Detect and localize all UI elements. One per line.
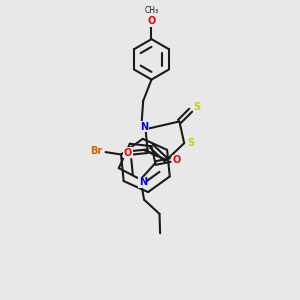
Text: N: N (139, 177, 147, 188)
Text: O: O (124, 148, 132, 158)
Text: O: O (147, 16, 156, 26)
Text: S: S (194, 102, 201, 112)
Text: N: N (140, 122, 148, 132)
Text: CH₃: CH₃ (145, 6, 159, 15)
Text: O: O (172, 155, 180, 165)
Text: Br: Br (91, 146, 103, 157)
Text: S: S (187, 138, 194, 148)
